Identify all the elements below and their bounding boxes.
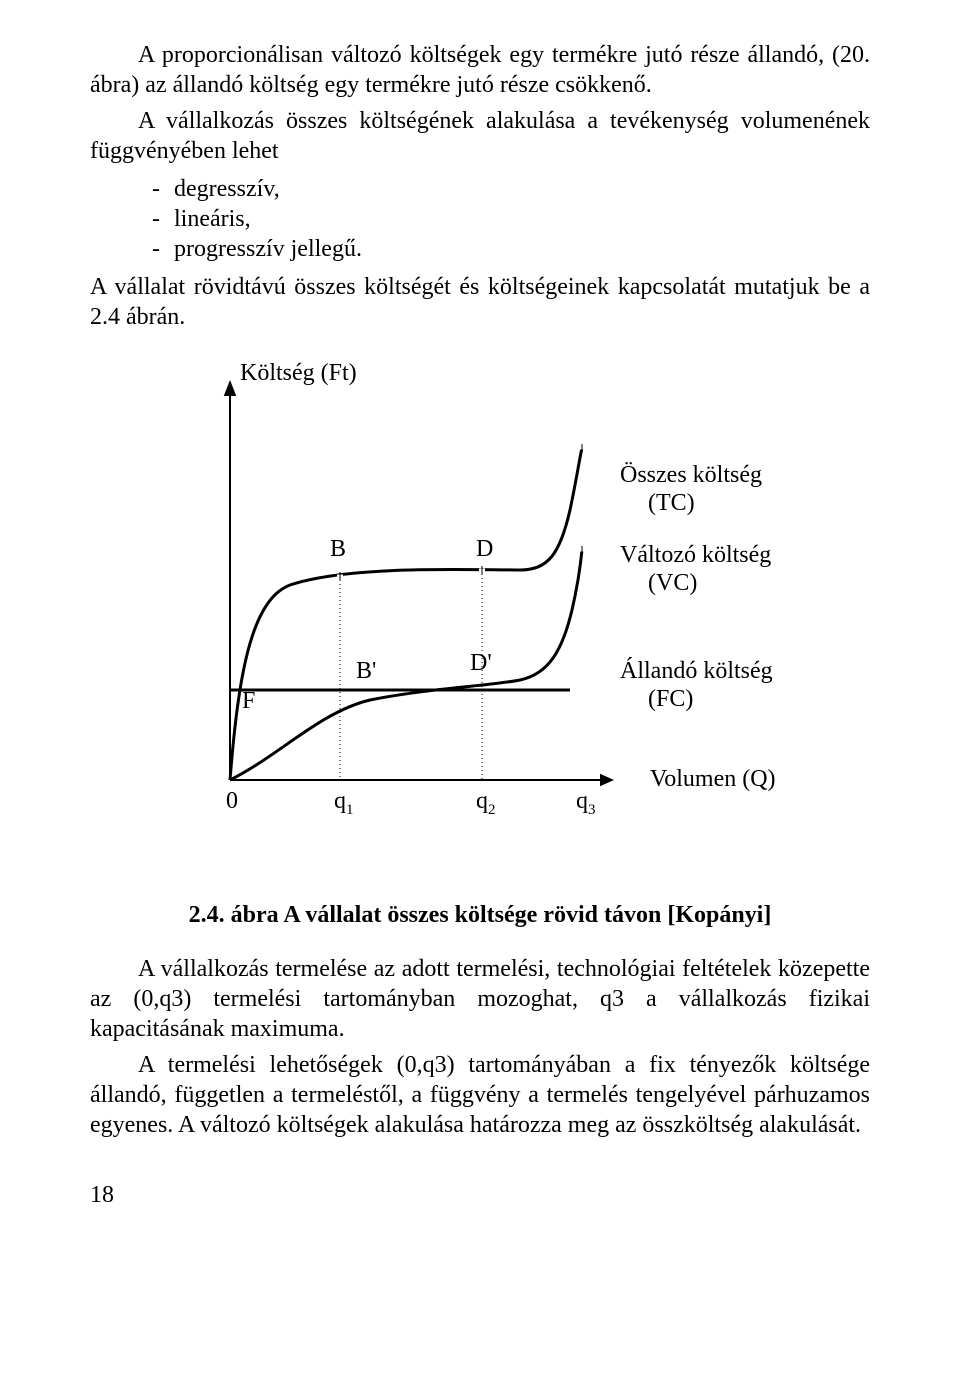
svg-text:Volumen (Q): Volumen (Q) <box>650 766 776 792</box>
svg-text:q3: q3 <box>576 788 596 818</box>
svg-text:q2: q2 <box>476 788 496 818</box>
svg-text:Összes költség: Összes költség <box>620 462 762 488</box>
list-item: - lineáris, <box>138 204 870 234</box>
svg-text:(TC): (TC) <box>648 490 695 516</box>
paragraph-1: A proporcionálisan változó költségek egy… <box>90 40 870 100</box>
list-item: - progresszív jellegű. <box>138 234 870 264</box>
figure-caption: 2.4. ábra A vállalat összes költsége röv… <box>90 900 870 930</box>
paragraph-4: A vállalkozás termelése az adott termelé… <box>90 954 870 1044</box>
bullet-dash-icon: - <box>138 234 174 264</box>
svg-text:(VC): (VC) <box>648 570 697 596</box>
list-item-text: lineáris, <box>174 204 251 234</box>
paragraph-2: A vállalkozás összes költségének alakulá… <box>90 106 870 166</box>
svg-text:Változó költség: Változó költség <box>620 542 771 568</box>
bullet-dash-icon: - <box>138 174 174 204</box>
list-item: - degresszív, <box>138 174 870 204</box>
bullet-list: - degresszív, - lineáris, - progresszív … <box>138 174 870 264</box>
cost-chart: Költség (Ft) Összes költség(TC) Változó kö… <box>150 360 870 880</box>
svg-text:(FC): (FC) <box>648 686 693 712</box>
list-item-text: degresszív, <box>174 174 280 204</box>
svg-text:Állandó költség: Állandó költség <box>620 658 773 684</box>
svg-text:q1: q1 <box>334 788 354 818</box>
paragraph-3: A vállalat rövidtávú összes költségét és… <box>90 272 870 332</box>
svg-text:0: 0 <box>226 788 238 814</box>
svg-text:B: B <box>330 536 346 562</box>
svg-text:B': B' <box>356 658 376 684</box>
svg-text:D': D' <box>470 650 492 676</box>
svg-text:D: D <box>476 536 493 562</box>
svg-text:Költség (Ft): Költség (Ft) <box>240 360 357 386</box>
paragraph-5: A termelési lehetőségek (0,q3) tartomány… <box>90 1050 870 1140</box>
list-item-text: progresszív jellegű. <box>174 234 362 264</box>
chart-svg: Költség (Ft) Összes költség(TC) Változó kö… <box>150 360 810 880</box>
page: A proporcionálisan változó költségek egy… <box>0 0 960 1250</box>
svg-text:F: F <box>242 688 255 714</box>
page-number: 18 <box>90 1180 870 1210</box>
bullet-dash-icon: - <box>138 204 174 234</box>
